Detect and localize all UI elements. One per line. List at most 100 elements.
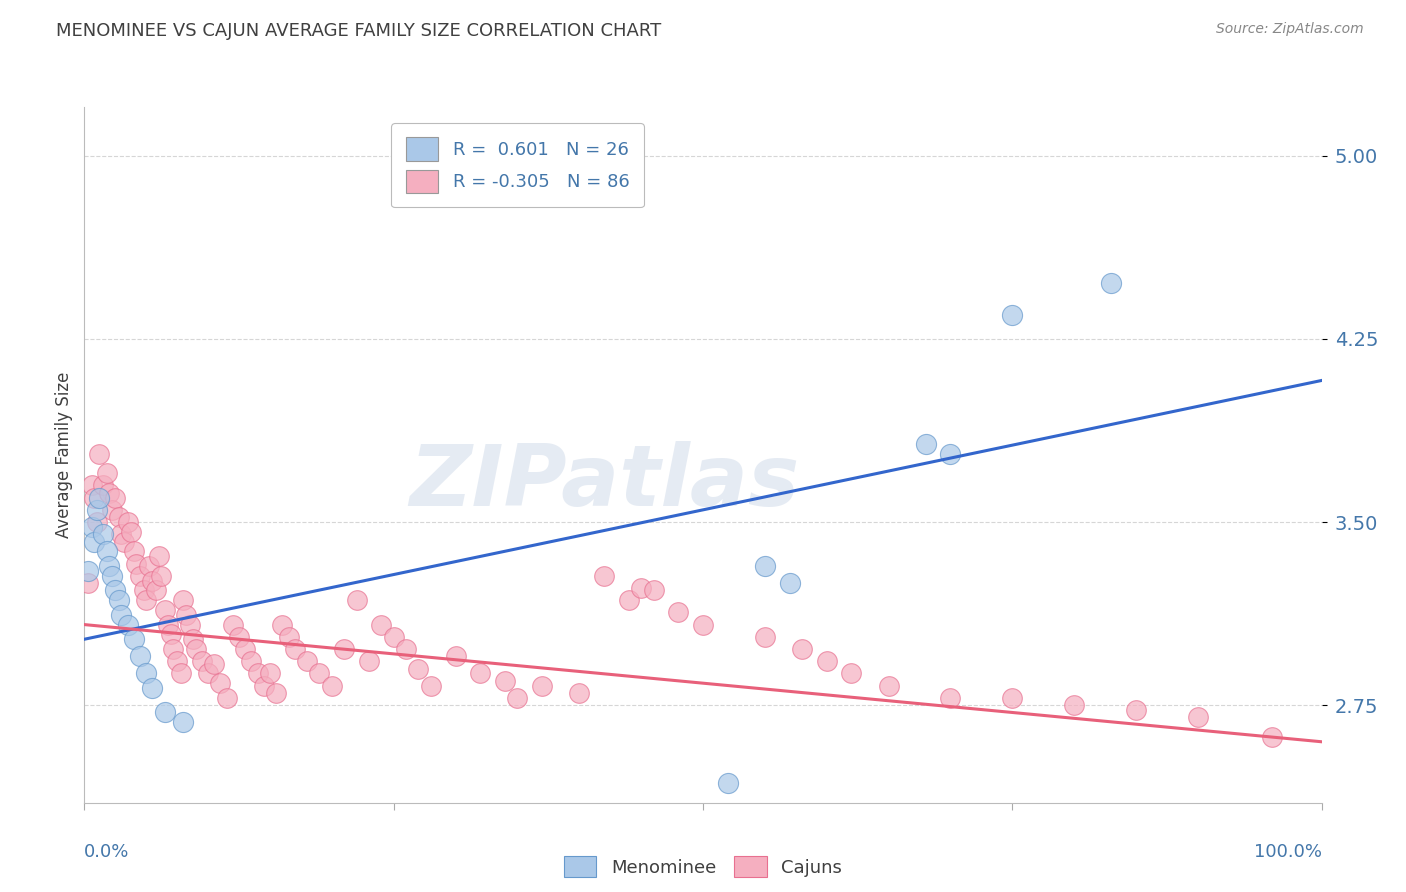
Text: MENOMINEE VS CAJUN AVERAGE FAMILY SIZE CORRELATION CHART: MENOMINEE VS CAJUN AVERAGE FAMILY SIZE C… xyxy=(56,22,661,40)
Point xyxy=(125,557,148,571)
Text: ZIPatlas: ZIPatlas xyxy=(409,442,799,524)
Point xyxy=(395,642,418,657)
Point xyxy=(135,593,157,607)
Point xyxy=(630,581,652,595)
Point xyxy=(160,627,183,641)
Point xyxy=(104,583,127,598)
Point xyxy=(80,478,103,492)
Text: 100.0%: 100.0% xyxy=(1254,843,1322,861)
Point xyxy=(166,654,188,668)
Point xyxy=(83,491,105,505)
Point xyxy=(271,617,294,632)
Point xyxy=(692,617,714,632)
Point xyxy=(112,534,135,549)
Point xyxy=(643,583,665,598)
Point xyxy=(191,654,214,668)
Point xyxy=(666,606,689,620)
Point xyxy=(1261,730,1284,744)
Point xyxy=(162,642,184,657)
Point xyxy=(233,642,256,657)
Text: Source: ZipAtlas.com: Source: ZipAtlas.com xyxy=(1216,22,1364,37)
Point xyxy=(617,593,640,607)
Point xyxy=(939,690,962,705)
Point xyxy=(148,549,170,564)
Point xyxy=(246,666,269,681)
Point xyxy=(419,679,441,693)
Point xyxy=(98,559,121,574)
Point xyxy=(91,478,114,492)
Point xyxy=(153,706,176,720)
Point xyxy=(80,520,103,534)
Point xyxy=(110,607,132,622)
Point xyxy=(141,574,163,588)
Point xyxy=(86,515,108,529)
Point xyxy=(145,583,167,598)
Point xyxy=(333,642,356,657)
Point xyxy=(150,568,173,582)
Point xyxy=(264,686,287,700)
Point xyxy=(228,630,250,644)
Point xyxy=(1187,710,1209,724)
Point xyxy=(77,576,100,591)
Point xyxy=(98,485,121,500)
Point xyxy=(132,583,155,598)
Point xyxy=(370,617,392,632)
Point xyxy=(138,559,160,574)
Point xyxy=(104,491,127,505)
Point xyxy=(170,666,193,681)
Point xyxy=(284,642,307,657)
Point xyxy=(408,661,430,675)
Point xyxy=(382,630,405,644)
Point xyxy=(117,515,139,529)
Point xyxy=(96,467,118,481)
Point xyxy=(202,657,225,671)
Point xyxy=(157,617,180,632)
Point xyxy=(215,690,238,705)
Point xyxy=(277,630,299,644)
Point xyxy=(117,617,139,632)
Point xyxy=(141,681,163,695)
Point xyxy=(877,679,900,693)
Point xyxy=(100,568,122,582)
Y-axis label: Average Family Size: Average Family Size xyxy=(55,372,73,538)
Point xyxy=(754,630,776,644)
Point xyxy=(470,666,492,681)
Point xyxy=(253,679,276,693)
Point xyxy=(321,679,343,693)
Point xyxy=(939,447,962,461)
Point xyxy=(717,776,740,790)
Point xyxy=(179,617,201,632)
Point xyxy=(1099,276,1122,290)
Point xyxy=(506,690,529,705)
Point xyxy=(77,564,100,578)
Point xyxy=(96,544,118,558)
Point xyxy=(259,666,281,681)
Point xyxy=(172,715,194,730)
Point xyxy=(100,503,122,517)
Point xyxy=(914,437,936,451)
Point xyxy=(89,491,111,505)
Point xyxy=(790,642,813,657)
Text: 0.0%: 0.0% xyxy=(84,843,129,861)
Point xyxy=(1063,698,1085,713)
Point xyxy=(1001,690,1024,705)
Point xyxy=(108,593,131,607)
Point xyxy=(89,447,111,461)
Point xyxy=(129,649,152,664)
Point xyxy=(184,642,207,657)
Point xyxy=(129,568,152,582)
Point xyxy=(135,666,157,681)
Point xyxy=(240,654,263,668)
Point xyxy=(346,593,368,607)
Point xyxy=(83,534,105,549)
Point xyxy=(754,559,776,574)
Point xyxy=(779,576,801,591)
Point xyxy=(153,603,176,617)
Legend: Menominee, Cajuns: Menominee, Cajuns xyxy=(557,849,849,884)
Point xyxy=(308,666,330,681)
Point xyxy=(593,568,616,582)
Point xyxy=(568,686,591,700)
Point xyxy=(174,607,197,622)
Point xyxy=(357,654,380,668)
Point xyxy=(494,673,516,688)
